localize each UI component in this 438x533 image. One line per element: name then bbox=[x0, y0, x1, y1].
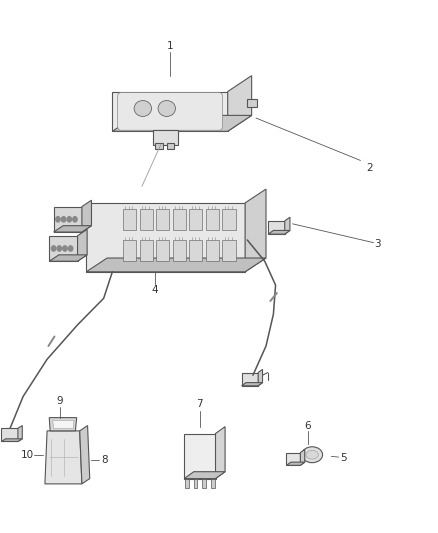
Bar bbox=[189, 209, 202, 230]
Bar bbox=[167, 143, 174, 149]
Polygon shape bbox=[268, 230, 290, 234]
Text: 4: 4 bbox=[151, 285, 158, 295]
Circle shape bbox=[61, 216, 66, 222]
Polygon shape bbox=[286, 462, 305, 465]
Bar bbox=[140, 240, 153, 261]
FancyBboxPatch shape bbox=[117, 93, 223, 130]
Circle shape bbox=[68, 246, 73, 251]
Polygon shape bbox=[80, 425, 90, 484]
Polygon shape bbox=[300, 449, 305, 465]
Bar bbox=[211, 479, 215, 488]
Polygon shape bbox=[53, 207, 82, 232]
Bar bbox=[194, 479, 198, 488]
Circle shape bbox=[63, 246, 67, 251]
Text: 3: 3 bbox=[374, 239, 380, 249]
Bar bbox=[202, 479, 206, 488]
Text: 9: 9 bbox=[57, 395, 63, 406]
Bar bbox=[140, 209, 153, 230]
Polygon shape bbox=[258, 369, 262, 386]
Polygon shape bbox=[86, 203, 245, 272]
Polygon shape bbox=[49, 236, 78, 261]
Polygon shape bbox=[113, 92, 228, 131]
Text: 1: 1 bbox=[167, 42, 173, 52]
Text: 7: 7 bbox=[197, 399, 203, 409]
Polygon shape bbox=[1, 439, 22, 441]
Bar bbox=[223, 240, 236, 261]
Polygon shape bbox=[18, 425, 22, 441]
Polygon shape bbox=[82, 200, 92, 232]
Bar bbox=[223, 209, 236, 230]
Polygon shape bbox=[45, 431, 82, 484]
Bar bbox=[206, 240, 219, 261]
Polygon shape bbox=[113, 115, 252, 131]
Circle shape bbox=[73, 216, 77, 222]
Circle shape bbox=[57, 246, 61, 251]
Bar bbox=[156, 209, 170, 230]
Bar bbox=[206, 209, 219, 230]
Bar bbox=[156, 240, 170, 261]
Bar bbox=[123, 240, 136, 261]
Polygon shape bbox=[86, 258, 266, 272]
Ellipse shape bbox=[134, 101, 152, 116]
Polygon shape bbox=[286, 453, 300, 465]
Circle shape bbox=[51, 246, 56, 251]
Text: 8: 8 bbox=[101, 455, 108, 465]
Text: 2: 2 bbox=[366, 164, 372, 173]
Bar bbox=[173, 209, 186, 230]
Ellipse shape bbox=[306, 450, 318, 459]
Polygon shape bbox=[242, 373, 258, 386]
Polygon shape bbox=[285, 217, 290, 234]
Polygon shape bbox=[228, 76, 252, 131]
Text: 5: 5 bbox=[340, 453, 346, 463]
Polygon shape bbox=[78, 229, 87, 261]
Polygon shape bbox=[245, 189, 266, 272]
Polygon shape bbox=[49, 418, 77, 431]
Polygon shape bbox=[1, 428, 18, 441]
Ellipse shape bbox=[158, 101, 176, 116]
Polygon shape bbox=[53, 225, 92, 232]
Polygon shape bbox=[184, 433, 215, 479]
Polygon shape bbox=[215, 426, 225, 479]
Bar bbox=[153, 130, 178, 144]
Bar bbox=[155, 143, 163, 149]
Bar bbox=[189, 240, 202, 261]
Bar bbox=[123, 209, 136, 230]
Text: 6: 6 bbox=[305, 421, 311, 431]
Polygon shape bbox=[242, 383, 262, 386]
Ellipse shape bbox=[302, 447, 322, 463]
Bar bbox=[247, 100, 257, 108]
Polygon shape bbox=[268, 221, 285, 234]
Bar bbox=[185, 479, 189, 488]
Polygon shape bbox=[184, 472, 225, 479]
Polygon shape bbox=[53, 420, 74, 429]
Text: 10: 10 bbox=[21, 450, 34, 460]
Polygon shape bbox=[49, 255, 87, 261]
Circle shape bbox=[67, 216, 71, 222]
Circle shape bbox=[56, 216, 60, 222]
Bar bbox=[173, 240, 186, 261]
